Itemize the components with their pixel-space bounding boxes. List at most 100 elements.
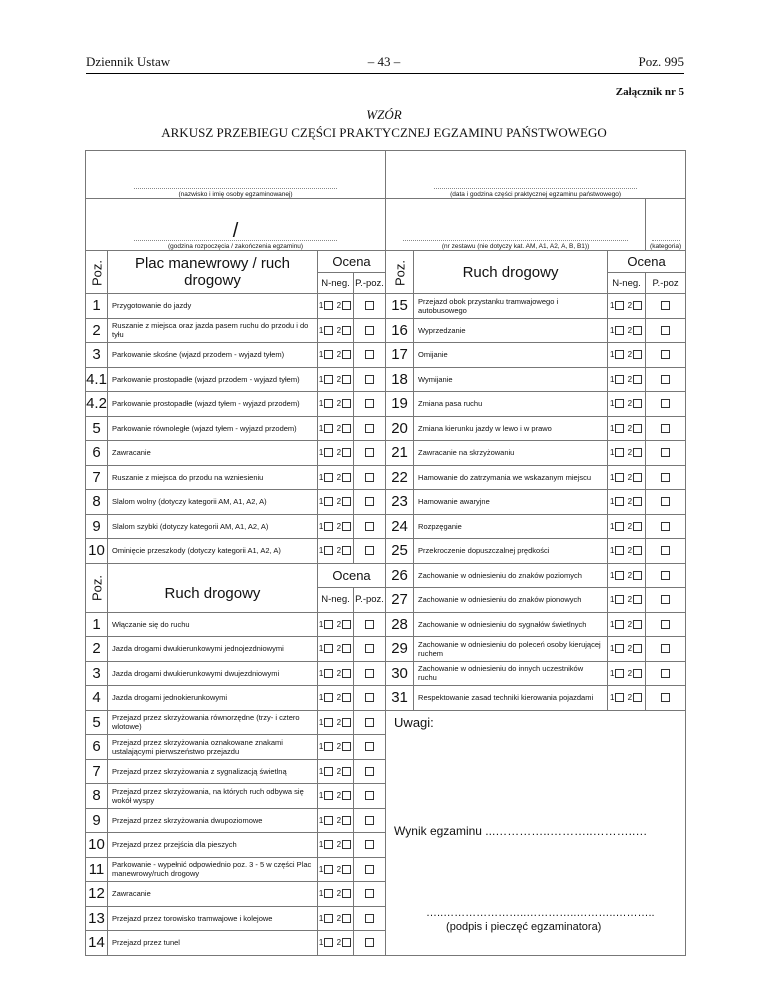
grade-checkboxes[interactable]: 1 2 (317, 391, 354, 417)
positive-checkbox-cell[interactable] (645, 440, 687, 466)
checkbox[interactable] (615, 521, 625, 531)
checkbox[interactable] (661, 570, 671, 580)
checkbox[interactable] (661, 668, 671, 678)
positive-checkbox-cell[interactable] (645, 391, 687, 417)
positive-checkbox-cell[interactable] (352, 758, 387, 784)
checkbox[interactable] (615, 399, 625, 409)
positive-checkbox-cell[interactable] (645, 587, 687, 613)
grade-checkboxes[interactable]: 1 2 (607, 489, 647, 515)
positive-checkbox-cell[interactable] (352, 464, 387, 490)
grade-checkboxes[interactable]: 1 2 (317, 464, 354, 490)
checkbox[interactable] (615, 693, 625, 703)
name-field[interactable]: (nazwisko i imię osoby egzaminowanej) (84, 150, 387, 199)
positive-checkbox-cell[interactable] (352, 856, 387, 882)
grade-checkboxes[interactable]: 1 2 (317, 881, 354, 907)
positive-checkbox-cell[interactable] (645, 636, 687, 662)
positive-checkbox-cell[interactable] (645, 660, 687, 686)
checkbox[interactable] (661, 325, 671, 335)
checkbox[interactable] (342, 350, 352, 360)
checkbox[interactable] (365, 546, 375, 556)
checkbox[interactable] (342, 301, 352, 311)
checkbox[interactable] (342, 791, 352, 801)
checkbox[interactable] (342, 521, 352, 531)
positive-checkbox-cell[interactable] (352, 391, 387, 417)
checkbox[interactable] (661, 497, 671, 507)
grade-checkboxes[interactable]: 1 2 (607, 317, 647, 343)
category-field[interactable]: (kategoria) (645, 198, 687, 251)
checkbox[interactable] (342, 864, 352, 874)
positive-checkbox-cell[interactable] (352, 734, 387, 760)
checkbox[interactable] (342, 889, 352, 899)
checkbox[interactable] (661, 301, 671, 311)
grade-checkboxes[interactable]: 1 2 (607, 415, 647, 441)
checkbox[interactable] (661, 350, 671, 360)
positive-checkbox-cell[interactable] (352, 293, 387, 319)
checkbox[interactable] (365, 521, 375, 531)
checkbox[interactable] (324, 546, 334, 556)
checkbox[interactable] (324, 472, 334, 482)
grade-checkboxes[interactable]: 1 2 (317, 856, 354, 882)
grade-checkboxes[interactable]: 1 2 (317, 293, 354, 319)
checkbox[interactable] (365, 644, 375, 654)
checkbox[interactable] (324, 399, 334, 409)
grade-checkboxes[interactable]: 1 2 (317, 636, 354, 662)
checkbox[interactable] (633, 668, 643, 678)
checkbox[interactable] (661, 374, 671, 384)
checkbox[interactable] (661, 644, 671, 654)
positive-checkbox-cell[interactable] (645, 464, 687, 490)
checkbox[interactable] (633, 570, 643, 580)
checkbox[interactable] (365, 399, 375, 409)
grade-checkboxes[interactable]: 1 2 (317, 905, 354, 931)
checkbox[interactable] (342, 717, 352, 727)
checkbox[interactable] (324, 815, 334, 825)
checkbox[interactable] (365, 913, 375, 923)
grade-checkboxes[interactable]: 1 2 (317, 660, 354, 686)
positive-checkbox-cell[interactable] (645, 317, 687, 343)
checkbox[interactable] (342, 766, 352, 776)
checkbox[interactable] (661, 521, 671, 531)
exam-result[interactable]: Wynik egzaminu ...…………..………..………..… (394, 823, 648, 838)
checkbox[interactable] (365, 840, 375, 850)
positive-checkbox-cell[interactable] (352, 807, 387, 833)
positive-checkbox-cell[interactable] (352, 905, 387, 931)
checkbox[interactable] (342, 619, 352, 629)
checkbox[interactable] (615, 570, 625, 580)
checkbox[interactable] (365, 374, 375, 384)
positive-checkbox-cell[interactable] (645, 611, 687, 637)
positive-checkbox-cell[interactable] (352, 783, 387, 809)
checkbox[interactable] (633, 448, 643, 458)
positive-checkbox-cell[interactable] (352, 709, 387, 735)
grade-checkboxes[interactable]: 1 2 (317, 685, 354, 711)
checkbox[interactable] (615, 325, 625, 335)
checkbox[interactable] (324, 497, 334, 507)
checkbox[interactable] (633, 374, 643, 384)
grade-checkboxes[interactable]: 1 2 (607, 366, 647, 392)
grade-checkboxes[interactable]: 1 2 (607, 611, 647, 637)
checkbox[interactable] (365, 497, 375, 507)
checkbox[interactable] (324, 840, 334, 850)
checkbox[interactable] (661, 546, 671, 556)
checkbox[interactable] (324, 864, 334, 874)
checkbox[interactable] (365, 668, 375, 678)
checkbox[interactable] (342, 840, 352, 850)
checkbox[interactable] (342, 472, 352, 482)
positive-checkbox-cell[interactable] (352, 611, 387, 637)
checkbox[interactable] (324, 374, 334, 384)
positive-checkbox-cell[interactable] (645, 342, 687, 368)
checkbox[interactable] (342, 374, 352, 384)
positive-checkbox-cell[interactable] (352, 440, 387, 466)
checkbox[interactable] (633, 301, 643, 311)
checkbox[interactable] (365, 889, 375, 899)
grade-checkboxes[interactable]: 1 2 (317, 415, 354, 441)
remarks-area[interactable]: Uwagi: Wynik egzaminu ...…………..………..………..… (385, 709, 687, 956)
grade-checkboxes[interactable]: 1 2 (607, 685, 647, 711)
date-field[interactable]: (data i godzina części praktycznej egzam… (385, 150, 687, 199)
checkbox[interactable] (615, 619, 625, 629)
checkbox[interactable] (365, 864, 375, 874)
checkbox[interactable] (324, 325, 334, 335)
checkbox[interactable] (324, 350, 334, 360)
grade-checkboxes[interactable]: 1 2 (317, 734, 354, 760)
checkbox[interactable] (615, 497, 625, 507)
positive-checkbox-cell[interactable] (352, 317, 387, 343)
checkbox[interactable] (633, 423, 643, 433)
